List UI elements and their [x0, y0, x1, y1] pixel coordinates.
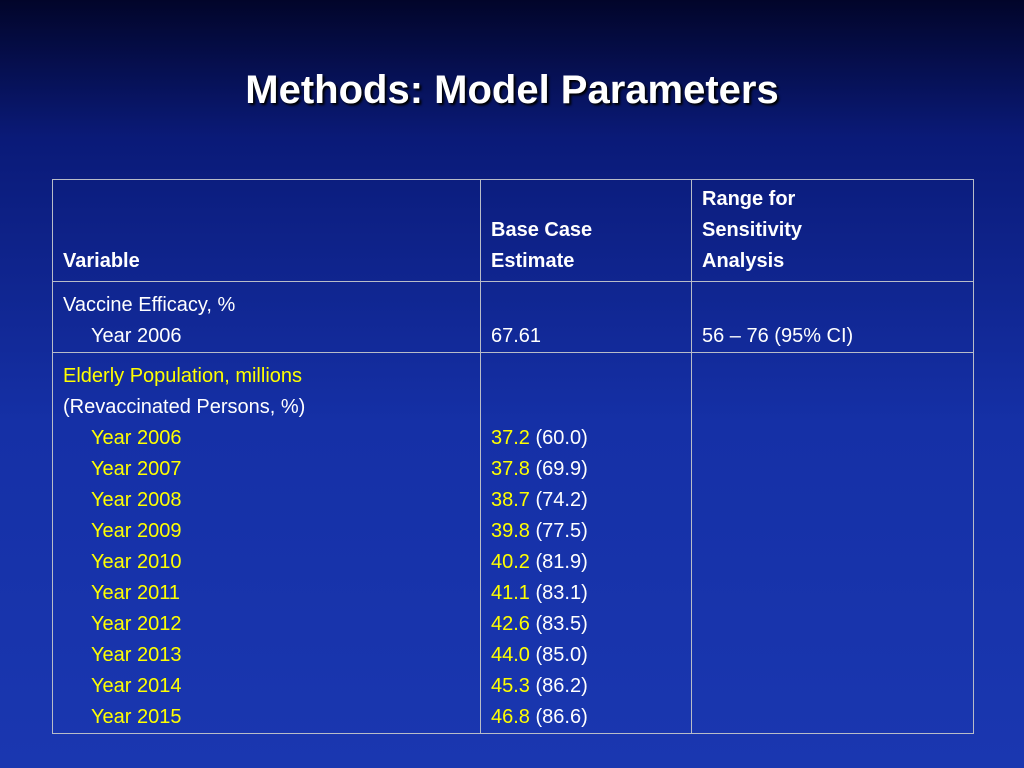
- table-row: Vaccine Efficacy, % Year 2006 67.61 56 – 76…: [52, 281, 974, 353]
- estimate-line: 39.8 (77.5): [491, 516, 681, 547]
- year-label: Year 2015: [91, 706, 182, 728]
- year-label: Year 2006: [91, 427, 182, 449]
- estimate-line: 40.2 (81.9): [491, 547, 681, 578]
- year-label: Year 2010: [91, 551, 182, 573]
- revaccinated-percent: (60.0): [535, 427, 588, 449]
- range-value: 56 – 76 (95% CI): [702, 325, 854, 347]
- estimate-value: 37.2: [491, 427, 530, 449]
- variable-cell: Vaccine Efficacy, % Year 2006: [52, 281, 481, 353]
- estimate-cell: 37.2 (60.0) 37.8 (69.9) 38.7 (74.2) 39.8 (7…: [480, 352, 692, 734]
- header-line: Sensitivity: [702, 219, 803, 241]
- estimate-value: 39.8: [491, 520, 530, 542]
- estimate-value: 41.1: [491, 582, 530, 604]
- revaccinated-percent: (85.0): [535, 644, 588, 666]
- table-row: Elderly Population, millions (Revaccinate…: [52, 352, 974, 734]
- year-label: Year 2006: [91, 325, 182, 347]
- estimate-value: 42.6: [491, 613, 530, 635]
- estimate-line: 44.0 (85.0): [491, 640, 681, 671]
- estimate-value: 40.2: [491, 551, 530, 573]
- range-cell: 56 – 76 (95% CI): [691, 281, 974, 353]
- year-label: Year 2009: [91, 520, 182, 542]
- revaccinated-percent: (83.5): [535, 613, 588, 635]
- estimate-value: 67.61: [491, 325, 542, 347]
- year-label: Year 2008: [91, 489, 182, 511]
- header-cell: Range for Sensitivity Analysis: [691, 179, 974, 282]
- revaccinated-percent: (77.5): [535, 520, 588, 542]
- variable-cell: Elderly Population, millions (Revaccinate…: [52, 352, 481, 734]
- year-label: Year 2013: [91, 644, 182, 666]
- year-label: Year 2012: [91, 613, 182, 635]
- estimate-line: 37.2 (60.0): [491, 423, 681, 454]
- spacer: [491, 290, 681, 321]
- revaccinated-percent: (69.9): [535, 458, 588, 480]
- estimate-value: 44.0: [491, 644, 530, 666]
- revaccinated-percent: (86.2): [535, 675, 588, 697]
- revaccinated-percent: (74.2): [535, 489, 588, 511]
- estimate-line: 67.61: [491, 321, 681, 352]
- variable-note: (Revaccinated Persons, %): [63, 396, 306, 418]
- revaccinated-percent: (83.1): [535, 582, 588, 604]
- estimate-value: 46.8: [491, 706, 530, 728]
- estimate-line: 42.6 (83.5): [491, 609, 681, 640]
- variable-name: Vaccine Efficacy, %: [63, 294, 236, 316]
- header-line: Analysis: [702, 250, 785, 272]
- slide-title: Methods: Model Parameters: [245, 68, 779, 112]
- parameter-table: Variable Base Case Estimate Range for Sensit…: [52, 179, 974, 734]
- header-line: Variable: [63, 250, 140, 272]
- header-cell: Base Case Estimate: [480, 179, 692, 282]
- header-row: Variable Base Case Estimate Range for Sensit…: [52, 179, 974, 282]
- spacer: [702, 361, 963, 423]
- header-line: Base Case: [491, 219, 593, 241]
- revaccinated-percent: (81.9): [535, 551, 588, 573]
- estimate-line: 45.3 (86.2): [491, 671, 681, 702]
- estimate-value: 38.7: [491, 489, 530, 511]
- estimate-value: 45.3: [491, 675, 530, 697]
- estimate-line: 38.7 (74.2): [491, 485, 681, 516]
- revaccinated-percent: (86.6): [535, 706, 588, 728]
- header-line: Range for: [702, 188, 796, 210]
- spacer: [491, 361, 681, 423]
- year-label: Year 2014: [91, 675, 182, 697]
- estimate-cell: 67.61: [480, 281, 692, 353]
- estimate-line: 46.8 (86.6): [491, 702, 681, 733]
- estimate-line: 37.8 (69.9): [491, 454, 681, 485]
- variable-name: Elderly Population, millions: [63, 365, 303, 387]
- estimate-line: 41.1 (83.1): [491, 578, 681, 609]
- header-line: Estimate: [491, 250, 575, 272]
- range-cell: [691, 352, 974, 734]
- spacer: [702, 290, 963, 321]
- estimate-value: 37.8: [491, 458, 530, 480]
- year-label: Year 2007: [91, 458, 182, 480]
- year-label: Year 2011: [91, 582, 180, 604]
- header-cell: Variable: [52, 179, 481, 282]
